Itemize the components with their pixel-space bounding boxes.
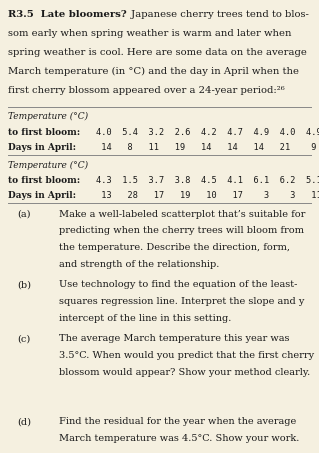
- Text: to first bloom:: to first bloom:: [8, 176, 80, 185]
- Text: Temperature (°C): Temperature (°C): [8, 160, 88, 169]
- Text: som early when spring weather is warm and later when: som early when spring weather is warm an…: [8, 29, 292, 38]
- Text: 13   28   17   19   10   17    3    3   11    6    9   11: 13 28 17 19 10 17 3 3 11 6 9 11: [96, 191, 319, 200]
- Text: spring weather is cool. Here are some data on the average: spring weather is cool. Here are some da…: [8, 48, 307, 57]
- Text: March temperature (in °C) and the day in April when the: March temperature (in °C) and the day in…: [8, 67, 299, 76]
- Text: the temperature. Describe the direction, form,: the temperature. Describe the direction,…: [59, 243, 290, 252]
- Text: predicting when the cherry trees will bloom from: predicting when the cherry trees will bl…: [59, 226, 304, 235]
- Text: (a): (a): [18, 209, 31, 218]
- Text: Days in April:: Days in April:: [8, 191, 76, 200]
- Text: March temperature was 4.5°C. Show your work.: March temperature was 4.5°C. Show your w…: [59, 434, 300, 443]
- Text: first cherry blossom appeared over a 24-year period:²⁶: first cherry blossom appeared over a 24-…: [8, 86, 285, 95]
- Text: 4.3  1.5  3.7  3.8  4.5  4.1  6.1  6.2  5.1  5.0  4.6  4.0: 4.3 1.5 3.7 3.8 4.5 4.1 6.1 6.2 5.1 5.0 …: [96, 176, 319, 185]
- Text: and strength of the relationship.: and strength of the relationship.: [59, 260, 219, 269]
- Text: to first bloom:: to first bloom:: [8, 128, 80, 137]
- Text: intercept of the line in this setting.: intercept of the line in this setting.: [59, 313, 231, 323]
- Text: Find the residual for the year when the average: Find the residual for the year when the …: [59, 417, 296, 426]
- Text: 4.0  5.4  3.2  2.6  4.2  4.7  4.9  4.0  4.9  3.8  4.0  5.1: 4.0 5.4 3.2 2.6 4.2 4.7 4.9 4.0 4.9 3.8 …: [96, 128, 319, 137]
- Text: Japanese cherry trees tend to blos-: Japanese cherry trees tend to blos-: [128, 10, 309, 19]
- Text: R3.5  Late bloomers?: R3.5 Late bloomers?: [8, 10, 127, 19]
- Text: 14   8   11   19   14   14   14   21    9   14   13   11: 14 8 11 19 14 14 14 21 9 14 13 11: [96, 143, 319, 152]
- Text: Temperature (°C): Temperature (°C): [8, 112, 88, 121]
- Text: (c): (c): [18, 334, 31, 343]
- Text: Use technology to find the equation of the least-: Use technology to find the equation of t…: [59, 280, 297, 289]
- Text: (d): (d): [18, 417, 32, 426]
- Text: The average March temperature this year was: The average March temperature this year …: [59, 334, 290, 343]
- Text: Days in April:: Days in April:: [8, 143, 76, 152]
- Text: 3.5°C. When would you predict that the first cherry: 3.5°C. When would you predict that the f…: [59, 351, 314, 360]
- Text: blossom would appear? Show your method clearly.: blossom would appear? Show your method c…: [59, 367, 310, 376]
- Text: Make a well-labeled scatterplot that’s suitable for: Make a well-labeled scatterplot that’s s…: [59, 209, 305, 218]
- Text: (b): (b): [18, 280, 32, 289]
- Text: squares regression line. Interpret the slope and y: squares regression line. Interpret the s…: [59, 297, 304, 306]
